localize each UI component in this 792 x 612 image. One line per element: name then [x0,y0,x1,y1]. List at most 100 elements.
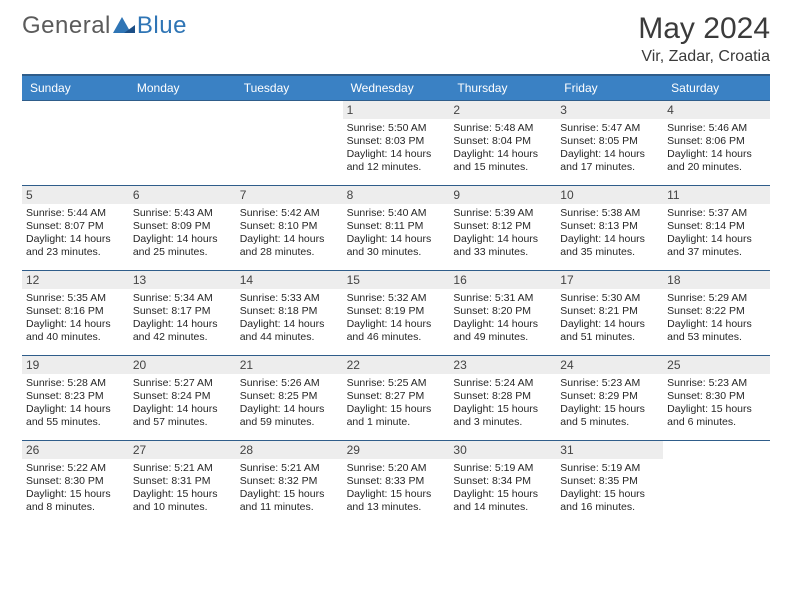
sunrise-line: Sunrise: 5:23 AM [560,377,659,390]
day-cell: 12Sunrise: 5:35 AMSunset: 8:16 PMDayligh… [22,271,129,355]
weeks-container: 1Sunrise: 5:50 AMSunset: 8:03 PMDaylight… [22,100,770,525]
day-cell: 8Sunrise: 5:40 AMSunset: 8:11 PMDaylight… [343,186,450,270]
day-cell [22,101,129,185]
day-cell [236,101,343,185]
sunrise-line: Sunrise: 5:28 AM [26,377,125,390]
sunset-line: Sunset: 8:05 PM [560,135,659,148]
sunrise-line: Sunrise: 5:19 AM [453,462,552,475]
daylight-line: Daylight: 14 hours and 12 minutes. [347,148,446,174]
sunrise-line: Sunrise: 5:19 AM [560,462,659,475]
daylight-line: Daylight: 14 hours and 51 minutes. [560,318,659,344]
sunset-line: Sunset: 8:04 PM [453,135,552,148]
day-number: 3 [556,101,663,119]
week-row: 5Sunrise: 5:44 AMSunset: 8:07 PMDaylight… [22,185,770,270]
day-cell: 13Sunrise: 5:34 AMSunset: 8:17 PMDayligh… [129,271,236,355]
location: Vir, Zadar, Croatia [638,48,770,66]
daylight-line: Daylight: 15 hours and 3 minutes. [453,403,552,429]
daylight-line: Daylight: 15 hours and 10 minutes. [133,488,232,514]
daylight-line: Daylight: 14 hours and 35 minutes. [560,233,659,259]
sunrise-line: Sunrise: 5:48 AM [453,122,552,135]
day-cell: 22Sunrise: 5:25 AMSunset: 8:27 PMDayligh… [343,356,450,440]
daylight-line: Daylight: 15 hours and 14 minutes. [453,488,552,514]
day-cell: 11Sunrise: 5:37 AMSunset: 8:14 PMDayligh… [663,186,770,270]
day-header: Thursday [449,76,556,100]
logo: General Blue [22,12,187,40]
daylight-line: Daylight: 15 hours and 8 minutes. [26,488,125,514]
sunset-line: Sunset: 8:30 PM [667,390,766,403]
week-row: 26Sunrise: 5:22 AMSunset: 8:30 PMDayligh… [22,440,770,525]
day-number: 26 [22,441,129,459]
sunset-line: Sunset: 8:07 PM [26,220,125,233]
day-number: 20 [129,356,236,374]
day-cell: 26Sunrise: 5:22 AMSunset: 8:30 PMDayligh… [22,441,129,525]
calendar: SundayMondayTuesdayWednesdayThursdayFrid… [22,74,770,525]
day-number [22,101,129,119]
week-row: 1Sunrise: 5:50 AMSunset: 8:03 PMDaylight… [22,100,770,185]
day-number [236,101,343,119]
day-number: 9 [449,186,556,204]
sunrise-line: Sunrise: 5:50 AM [347,122,446,135]
day-cell: 30 Sunrise: 5:19 AMSunset: 8:34 PMDayligh… [449,441,556,525]
sunrise-line: Sunrise: 5:21 AM [240,462,339,475]
day-number: 31 [556,441,663,459]
sunrise-line: Sunrise: 5:42 AM [240,207,339,220]
daylight-line: Daylight: 14 hours and 40 minutes. [26,318,125,344]
sunrise-line: Sunrise: 5:35 AM [26,292,125,305]
sunset-line: Sunset: 8:03 PM [347,135,446,148]
day-number: 2 [449,101,556,119]
daylight-line: Daylight: 15 hours and 5 minutes. [560,403,659,429]
day-number: 8 [343,186,450,204]
logo-mark-icon [113,12,135,40]
daylight-line: Daylight: 14 hours and 23 minutes. [26,233,125,259]
daylight-line: Daylight: 15 hours and 16 minutes. [560,488,659,514]
sunrise-line: Sunrise: 5:32 AM [347,292,446,305]
day-header: Wednesday [343,76,450,100]
day-cell [663,441,770,525]
sunrise-line: Sunrise: 5:24 AM [453,377,552,390]
sunrise-line: Sunrise: 5:29 AM [667,292,766,305]
sunset-line: Sunset: 8:33 PM [347,475,446,488]
day-cell: 28Sunrise: 5:21 AMSunset: 8:32 PMDayligh… [236,441,343,525]
sunset-line: Sunset: 8:29 PM [560,390,659,403]
sunset-line: Sunset: 8:12 PM [453,220,552,233]
day-cell: 18Sunrise: 5:29 AMSunset: 8:22 PMDayligh… [663,271,770,355]
sunset-line: Sunset: 8:31 PM [133,475,232,488]
daylight-line: Daylight: 14 hours and 20 minutes. [667,148,766,174]
day-cell: 21Sunrise: 5:26 AMSunset: 8:25 PMDayligh… [236,356,343,440]
day-number: 16 [449,271,556,289]
day-number: 12 [22,271,129,289]
week-row: 12Sunrise: 5:35 AMSunset: 8:16 PMDayligh… [22,270,770,355]
sunrise-line: Sunrise: 5:22 AM [26,462,125,475]
day-header: Friday [556,76,663,100]
day-number: 10 [556,186,663,204]
sunrise-line: Sunrise: 5:23 AM [667,377,766,390]
day-cell: 5Sunrise: 5:44 AMSunset: 8:07 PMDaylight… [22,186,129,270]
month-title: May 2024 [638,12,770,46]
day-cell: 31 Sunrise: 5:19 AMSunset: 8:35 PMDayligh… [556,441,663,525]
daylight-line: Daylight: 14 hours and 46 minutes. [347,318,446,344]
sunrise-line: Sunrise: 5:47 AM [560,122,659,135]
day-number: 30 [449,441,556,459]
day-cell: 27Sunrise: 5:21 AMSunset: 8:31 PMDayligh… [129,441,236,525]
title-block: May 2024 Vir, Zadar, Croatia [638,12,770,66]
sunset-line: Sunset: 8:25 PM [240,390,339,403]
day-cell [129,101,236,185]
day-number: 1 [343,101,450,119]
day-header: Tuesday [236,76,343,100]
daylight-line: Daylight: 14 hours and 28 minutes. [240,233,339,259]
sunset-line: Sunset: 8:23 PM [26,390,125,403]
day-cell: 3Sunrise: 5:47 AMSunset: 8:05 PMDaylight… [556,101,663,185]
day-cell: 4Sunrise: 5:46 AMSunset: 8:06 PMDaylight… [663,101,770,185]
sunrise-line: Sunrise: 5:21 AM [133,462,232,475]
day-number: 25 [663,356,770,374]
sunset-line: Sunset: 8:13 PM [560,220,659,233]
sunset-line: Sunset: 8:17 PM [133,305,232,318]
logo-word2: Blue [137,12,187,40]
sunset-line: Sunset: 8:18 PM [240,305,339,318]
sunset-line: Sunset: 8:35 PM [560,475,659,488]
day-number [663,441,770,459]
day-number: 22 [343,356,450,374]
day-number: 7 [236,186,343,204]
day-number: 28 [236,441,343,459]
sunset-line: Sunset: 8:34 PM [453,475,552,488]
